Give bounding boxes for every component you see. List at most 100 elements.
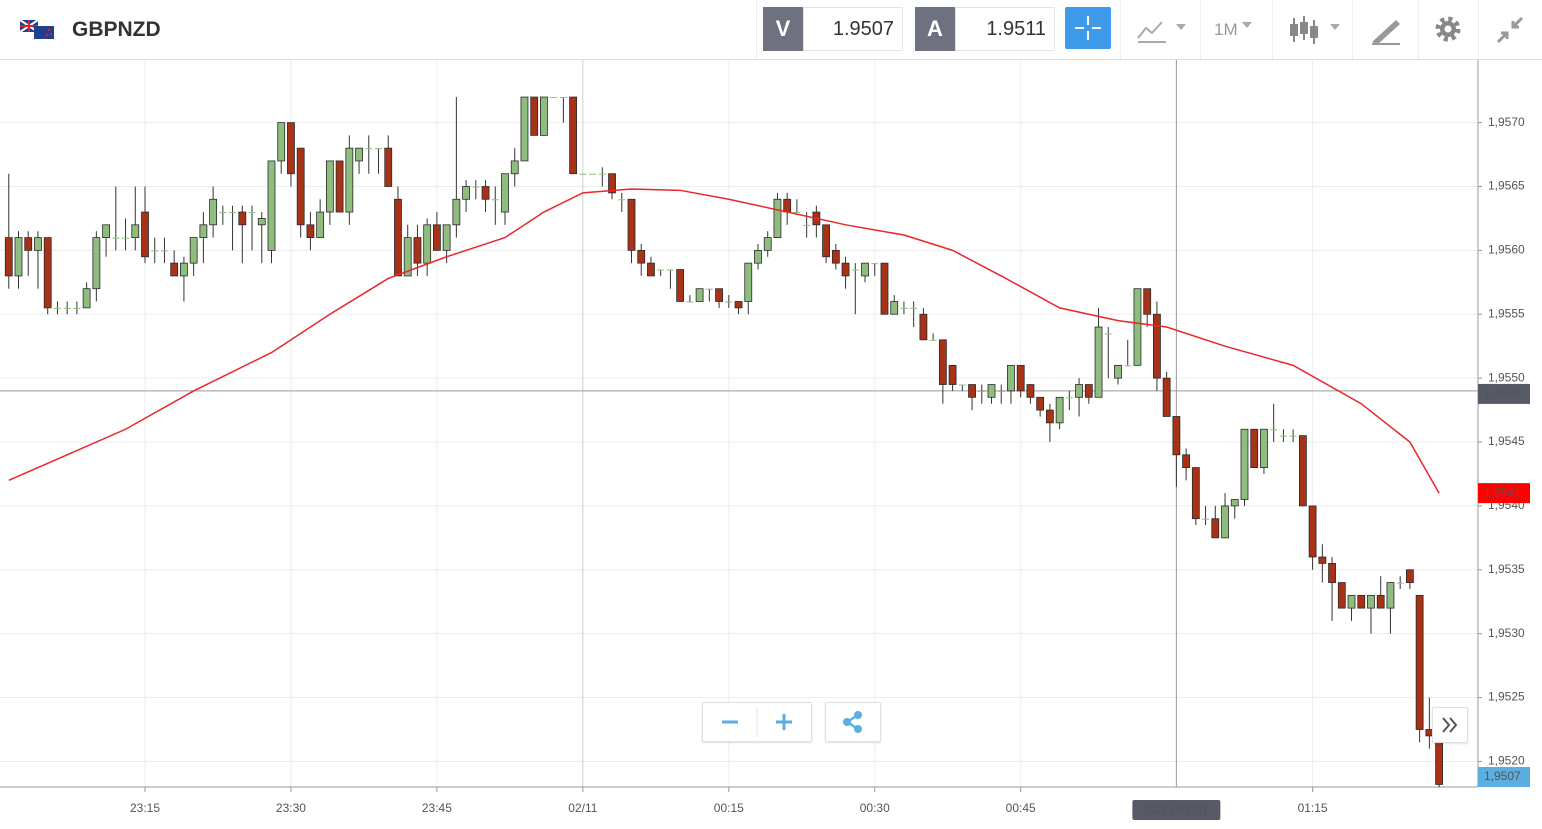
zoom-controls — [702, 702, 812, 742]
candle-body — [501, 173, 509, 213]
candle-body — [63, 307, 71, 309]
candle-body — [890, 301, 899, 315]
candle-body — [1133, 288, 1142, 366]
candle-body — [199, 224, 208, 238]
candle-body — [394, 198, 402, 277]
candle-body — [929, 339, 937, 341]
candle-body — [287, 122, 295, 175]
candle-body — [472, 186, 480, 188]
candle-body — [783, 198, 792, 213]
x-tick-label: 23:45 — [422, 801, 452, 815]
candle-body — [715, 288, 723, 302]
candle-body — [375, 148, 383, 150]
chart-type-button[interactable] — [1136, 16, 1192, 44]
candle-body — [579, 173, 587, 175]
candle-body — [1367, 594, 1375, 609]
candle-body — [335, 160, 344, 213]
y-tick-label: 1,9525 — [1488, 690, 1525, 704]
candle-body — [452, 198, 461, 226]
bid-box[interactable]: 1.9507 — [803, 7, 903, 51]
candle-body — [73, 307, 81, 309]
candle-body — [773, 198, 782, 238]
candle-body — [316, 211, 325, 238]
candle-body — [871, 263, 879, 265]
ask-box[interactable]: 1.9511 — [955, 7, 1055, 51]
candle-body — [1396, 582, 1404, 584]
x-tick-label: 00:45 — [1006, 801, 1036, 815]
candle-body — [24, 237, 33, 251]
candle-body — [1114, 364, 1122, 379]
candle-body — [1104, 333, 1112, 335]
candle-body — [1250, 428, 1259, 468]
candle-body — [345, 147, 354, 213]
candle-body — [910, 307, 918, 309]
candle-body — [1318, 556, 1327, 564]
candle-button[interactable] — [1288, 14, 1344, 46]
separator — [1120, 0, 1121, 59]
candle-body — [1143, 288, 1152, 315]
last-price-bg — [1478, 767, 1530, 787]
candle-body — [1230, 499, 1239, 507]
ask-label[interactable]: A — [915, 7, 955, 51]
ma-last-price: 1,9541 — [1484, 485, 1521, 499]
candle-body — [510, 160, 519, 175]
bid-label[interactable]: V — [763, 7, 803, 51]
candle-body — [1065, 397, 1073, 399]
candle-body — [569, 96, 578, 175]
symbol: GBPNZD — [72, 18, 161, 41]
y-tick-label: 1,9570 — [1488, 115, 1525, 129]
candle-body — [131, 224, 140, 238]
candle-body — [1016, 364, 1025, 392]
candle-body — [442, 224, 451, 251]
settings-button[interactable] — [1433, 14, 1463, 44]
candle-body — [365, 148, 373, 150]
candle-body — [666, 269, 674, 271]
separator — [1478, 0, 1479, 59]
candle-body — [102, 224, 110, 238]
separator — [756, 0, 757, 59]
x-tick-label: 23:30 — [276, 801, 306, 815]
collapse-button[interactable] — [1496, 16, 1526, 44]
candle-body — [462, 186, 470, 200]
candle-body — [938, 339, 947, 385]
zoom-icons — [722, 707, 792, 737]
candle-body — [1075, 384, 1083, 398]
candle-body — [1124, 365, 1132, 367]
separator — [1352, 0, 1353, 59]
candle-body — [1406, 569, 1414, 583]
draw-button[interactable] — [1370, 16, 1402, 46]
candle-body — [530, 96, 539, 136]
candle-body — [900, 307, 908, 309]
candle-body — [978, 390, 986, 392]
crosshair-time: 02/11 01:01 — [1145, 803, 1209, 817]
scroll-right-button[interactable] — [1432, 707, 1468, 743]
candle-body — [1036, 396, 1045, 411]
crosshair-button[interactable] — [1065, 7, 1111, 49]
timeframe-arrow — [1242, 22, 1252, 28]
candle-body — [608, 173, 616, 194]
candle-body — [160, 250, 168, 252]
candle-body — [403, 237, 412, 277]
x-tick-label: 00:15 — [714, 801, 744, 815]
candle-body — [423, 224, 432, 264]
share-button[interactable] — [825, 702, 881, 742]
candle-body — [219, 212, 227, 214]
timeframe[interactable]: 1M — [1214, 20, 1238, 39]
candle-body — [277, 122, 286, 162]
candle-body — [112, 237, 120, 239]
candle-body — [627, 198, 636, 251]
candle-body — [1191, 467, 1200, 520]
candle-body — [1415, 594, 1424, 730]
candle-body — [4, 237, 13, 277]
candle-body — [1357, 594, 1366, 609]
candle-body — [637, 249, 646, 264]
candle-body — [725, 301, 733, 303]
y-tick-label: 1,9560 — [1488, 243, 1525, 257]
scroll-icon — [1442, 717, 1458, 733]
separator — [1272, 0, 1273, 59]
candle-body — [1240, 428, 1249, 500]
candle-body — [325, 160, 334, 213]
x-tick-label: 01:15 — [1298, 801, 1328, 815]
candle-body — [948, 364, 957, 385]
